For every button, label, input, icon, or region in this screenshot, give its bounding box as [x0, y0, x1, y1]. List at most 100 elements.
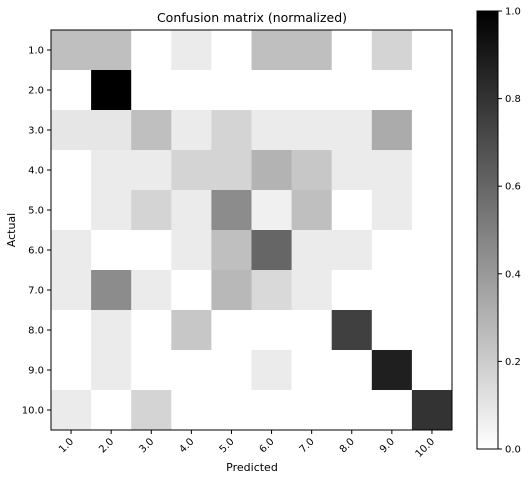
heatmap-cell [251, 350, 293, 391]
heatmap-cell [51, 230, 92, 271]
heatmap-cell [331, 150, 373, 191]
y-tick-label: 4.0 [28, 166, 44, 177]
y-tick-label: 2.0 [28, 86, 44, 97]
heatmap-cell [411, 310, 453, 351]
y-tick-label: 10.0 [22, 406, 44, 417]
colorbar [476, 10, 499, 450]
heatmap-cell [291, 30, 333, 71]
y-tick-label: 9.0 [28, 366, 44, 377]
y-axis-ticks: 1.0 2.0 3.0 4.0 5.0 6.0 7.0 8.0 9.0 10.0 [22, 46, 51, 417]
heatmap-cell [51, 350, 92, 391]
heatmap-cell [411, 230, 453, 271]
heatmap-cell [211, 230, 252, 271]
heatmap-cell [91, 70, 132, 111]
y-tick-label: 8.0 [28, 326, 44, 337]
y-tick-label: 1.0 [28, 46, 44, 57]
x-tick-label: 9.0 [378, 436, 397, 455]
heatmap-cell [91, 30, 132, 71]
heatmap-cell [211, 190, 252, 231]
heatmap-cell [171, 110, 212, 151]
heatmap-cell [131, 110, 172, 151]
heatmap-cell [251, 390, 293, 431]
heatmap-cell [91, 190, 132, 231]
heatmap-cell [371, 390, 413, 431]
heatmap-cell [51, 70, 92, 111]
heatmap-cell [331, 190, 373, 231]
heatmap-cell [51, 310, 92, 351]
heatmap-cell [171, 270, 212, 311]
x-axis-label: Predicted [226, 461, 278, 474]
heatmap-cell [211, 70, 252, 111]
y-tick-label: 7.0 [28, 286, 44, 297]
heatmap-cells [51, 30, 453, 431]
heatmap-cell [291, 390, 333, 431]
heatmap-cell [371, 190, 413, 231]
heatmap-cell [171, 310, 212, 351]
heatmap-cell [291, 230, 333, 271]
heatmap-cell [411, 390, 453, 431]
heatmap-cell [291, 270, 333, 311]
heatmap-cell [211, 390, 252, 431]
heatmap-cell [211, 30, 252, 71]
colorbar-tick-label: 0.8 [505, 94, 521, 105]
heatmap-cell [91, 390, 132, 431]
heatmap-cell [291, 190, 333, 231]
heatmap-cell [171, 70, 212, 111]
heatmap-cell [411, 350, 453, 391]
y-axis-label: Actual [5, 213, 18, 247]
heatmap-cell [171, 390, 212, 431]
heatmap-cell [51, 150, 92, 191]
heatmap-cell [131, 150, 172, 191]
heatmap-cell [331, 270, 373, 311]
y-tick-label: 6.0 [28, 246, 44, 257]
heatmap-cell [331, 310, 373, 351]
heatmap-cell [91, 230, 132, 271]
heatmap-cell [51, 270, 92, 311]
heatmap-cell [251, 190, 293, 231]
colorbar-tick-label: 0.0 [505, 445, 521, 456]
colorbar-tick-label: 1.0 [505, 7, 521, 18]
heatmap-cell [411, 270, 453, 311]
y-tick-label: 5.0 [28, 206, 44, 217]
heatmap-cell [131, 270, 172, 311]
heatmap-cell [171, 150, 212, 191]
heatmap-cell [331, 110, 373, 151]
x-tick-label: 1.0 [57, 436, 76, 455]
heatmap-cell [131, 30, 172, 71]
heatmap-cell [91, 270, 132, 311]
heatmap-cell [331, 70, 373, 111]
plot-frame [50, 29, 453, 431]
heatmap-cell [411, 110, 453, 151]
y-tick-label: 3.0 [28, 126, 44, 137]
heatmap-cell [171, 350, 212, 391]
heatmap-cell [211, 150, 252, 191]
heatmap-cell [251, 230, 293, 271]
heatmap-cell [211, 110, 252, 151]
heatmap-cell [51, 190, 92, 231]
heatmap-cell [91, 350, 132, 391]
heatmap-cell [371, 70, 413, 111]
heatmap-cell [211, 350, 252, 391]
heatmap-cell [411, 150, 453, 191]
heatmap-cell [331, 390, 373, 431]
heatmap-cell [171, 190, 212, 231]
heatmap-cell [251, 70, 293, 111]
chart-title: Confusion matrix (normalized) [157, 10, 347, 25]
heatmap-cell [291, 310, 333, 351]
heatmap-cell [411, 190, 453, 231]
x-tick-label: 10.0 [414, 436, 438, 460]
colorbar-tick-label: 0.4 [505, 269, 521, 280]
heatmap-cell [51, 110, 92, 151]
heatmap-cell [171, 230, 212, 271]
heatmap-cell [251, 310, 293, 351]
heatmap-cell [411, 30, 453, 71]
heatmap-cell [251, 30, 293, 71]
heatmap-cell [131, 190, 172, 231]
heatmap-cell [331, 350, 373, 391]
heatmap-cell [131, 70, 172, 111]
heatmap-cell [371, 270, 413, 311]
heatmap-cell [91, 150, 132, 191]
heatmap-cell [291, 350, 333, 391]
colorbar-ticks: 0.0 0.2 0.4 0.6 0.8 1.0 [498, 7, 521, 456]
